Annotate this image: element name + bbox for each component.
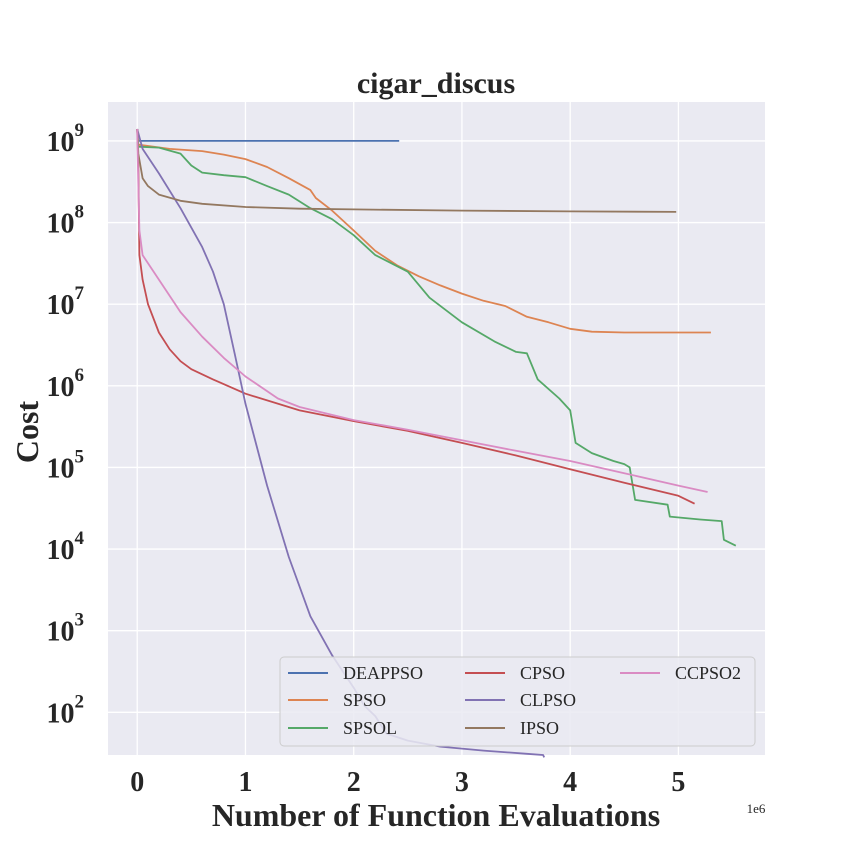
y-tick-exponent: 6 bbox=[75, 365, 85, 386]
y-axis-label: Cost bbox=[9, 401, 45, 464]
x-axis-label: Number of Function Evaluations bbox=[212, 797, 660, 833]
x-offset-label: 1e6 bbox=[747, 801, 766, 816]
y-tick-exponent: 8 bbox=[75, 202, 85, 223]
x-tick-label: 3 bbox=[455, 767, 469, 798]
chart-title: cigar_discus bbox=[357, 67, 515, 100]
legend-label: CLPSO bbox=[520, 690, 576, 710]
y-tick-label: 109 bbox=[47, 120, 85, 158]
y-tick-exponent: 4 bbox=[75, 528, 85, 549]
y-tick-label: 102 bbox=[47, 691, 85, 729]
legend-label: DEAPPSO bbox=[343, 663, 423, 683]
y-tick-label: 103 bbox=[47, 610, 85, 648]
y-tick-label: 106 bbox=[47, 365, 85, 403]
legend-label: SPSOL bbox=[343, 718, 397, 738]
x-tick-label: 0 bbox=[130, 767, 144, 798]
y-tick-exponent: 2 bbox=[75, 691, 85, 712]
series-line-spsol bbox=[136, 128, 737, 547]
series-line-ccpso2 bbox=[136, 128, 708, 493]
y-tick-label: 104 bbox=[47, 528, 85, 566]
x-tick-label: 2 bbox=[347, 767, 361, 798]
y-tick-label: 108 bbox=[47, 202, 85, 240]
legend-label: CCPSO2 bbox=[675, 663, 741, 683]
series-line-ipso bbox=[136, 128, 677, 213]
legend-label: CPSO bbox=[520, 663, 565, 683]
x-tick-label: 5 bbox=[671, 767, 685, 798]
series-line-cpso bbox=[136, 128, 695, 505]
y-tick-label: 105 bbox=[47, 446, 85, 484]
x-tick-label: 1 bbox=[238, 767, 252, 798]
series-line-spso bbox=[136, 128, 711, 334]
legend-label: SPSO bbox=[343, 690, 386, 710]
y-tick-exponent: 9 bbox=[75, 120, 85, 141]
legend-label: IPSO bbox=[520, 718, 559, 738]
x-tick-label: 4 bbox=[563, 767, 577, 798]
grid bbox=[108, 102, 765, 755]
series-lines bbox=[136, 128, 737, 758]
series-line-clpso bbox=[136, 128, 546, 758]
y-tick-exponent: 7 bbox=[75, 283, 85, 304]
y-tick-label: 107 bbox=[47, 283, 85, 321]
legend: DEAPPSO SPSO SPSOL CPSO CLPSO IPSO CCPSO2 bbox=[279, 656, 756, 747]
legend-box bbox=[279, 656, 756, 747]
y-tick-exponent: 3 bbox=[75, 610, 85, 631]
y-tick-exponent: 5 bbox=[75, 446, 85, 467]
